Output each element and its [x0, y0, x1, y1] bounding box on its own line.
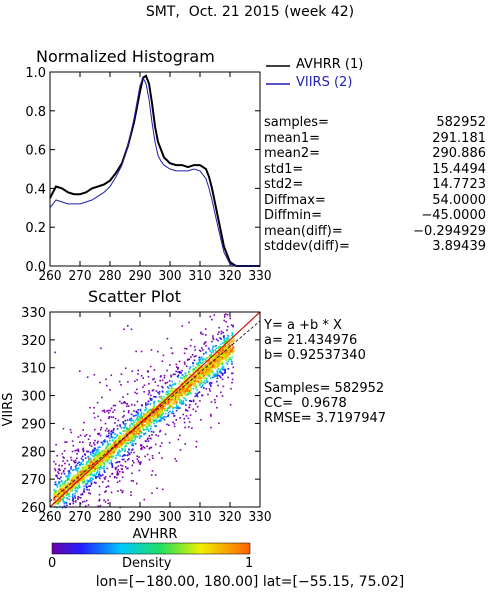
scatter-y-tick-label: 320	[21, 334, 46, 349]
scatter-x-tick-label: 330	[249, 510, 272, 525]
fit-b: b= 0.92537340	[264, 348, 366, 363]
scatter-x-tick-label: 320	[219, 510, 242, 525]
scatter-y-tick-label: 270	[21, 473, 46, 488]
stats-value: 291.181	[432, 130, 486, 146]
stats-value: −45.0000	[421, 208, 486, 223]
scatter-y-axis-label: VIIRS	[1, 393, 16, 427]
scatter-x-tick-label: 300	[159, 510, 182, 525]
histogram-x-tick-label: 260	[39, 269, 62, 284]
legend-avhrr-label: AVHRR (1)	[296, 57, 364, 72]
histogram-y-tick-label: 0.4	[25, 182, 46, 197]
stats-value: 582952	[436, 115, 486, 130]
legend-viirs-label: VIIRS (2)	[296, 75, 353, 90]
scatter-y-tick-label: 280	[21, 445, 46, 460]
scatter-x-axis-label: AVHRR	[133, 527, 178, 542]
histogram-x-tick-label: 330	[249, 269, 272, 284]
scatter-x-tick-label: 290	[129, 510, 152, 525]
stats-value: −0.294929	[413, 223, 486, 239]
identity-line	[49, 311, 261, 508]
stats-row: std1= 15.4494	[264, 162, 486, 177]
scatter-x-tick-label: 270	[69, 510, 92, 525]
stats-label: stddev(diff)=	[264, 239, 350, 254]
colorbar-max-label: 1	[245, 556, 254, 571]
stats-label: mean1=	[264, 130, 321, 146]
stats-label: mean2=	[264, 146, 321, 161]
stats-row: std2= 14.7723	[264, 177, 486, 192]
page-title: SMT, Oct. 21 2015 (week 42)	[145, 4, 355, 20]
histogram-y-tick-label: 0.6	[25, 144, 46, 159]
histogram-x-tick-label: 290	[129, 269, 152, 284]
histogram-x-tick-label: 270	[69, 269, 92, 284]
stats-label: std1=	[264, 161, 304, 177]
histogram-series-avhrr	[49, 74, 260, 267]
stats-value: 3.89439	[432, 239, 486, 254]
scatter-y-tick-label: 300	[21, 390, 46, 405]
stats-label: Diffmin=	[264, 208, 322, 223]
colorbar-title: Density	[122, 556, 172, 571]
scatter-y-tick-label: 310	[21, 362, 46, 377]
scatter-x-tick-label: 280	[99, 510, 122, 525]
scatter-y-tick-label: 260	[21, 501, 46, 516]
stats-label: mean(diff)=	[264, 223, 343, 239]
regression-line	[49, 320, 261, 502]
scatter-x-tick-label: 310	[189, 510, 212, 525]
stats-value: 54.0000	[432, 192, 486, 208]
fit-a: a= 21.434976	[264, 333, 358, 348]
stats-label: samples=	[264, 115, 329, 130]
stats-row: mean1= 291.181	[264, 131, 486, 146]
histogram-y-tick-label: 0.2	[25, 221, 46, 236]
histogram-y-tick-label: 0.8	[25, 105, 46, 120]
scatter-y-tick-label: 330	[21, 306, 46, 321]
stats-row: Diffmin= −45.0000	[264, 208, 486, 223]
stats-value: 290.886	[432, 146, 486, 161]
fit-rmse: RMSE= 3.7197947	[264, 411, 387, 426]
stats-row: mean(diff)= −0.294929	[264, 224, 486, 239]
histogram-x-tick-label: 320	[219, 269, 242, 284]
colorbar-min-label: 0	[48, 556, 57, 571]
scatter-x-tick-label: 260	[39, 510, 62, 525]
histogram-x-tick-label: 280	[99, 269, 122, 284]
stats-value: 14.7723	[432, 177, 486, 192]
stats-row: samples= 582952	[264, 115, 486, 130]
stats-label: std2=	[264, 177, 304, 192]
region-footer: lon=[−180.00, 180.00] lat=[−55.15, 75.02…	[95, 574, 405, 590]
fit-samples: Samples= 582952	[264, 381, 385, 396]
stats-label: Diffmax=	[264, 192, 326, 208]
scatter-y-tick-label: 290	[21, 417, 46, 432]
stats-row: mean2= 290.886	[264, 146, 486, 161]
histogram-axes-frame	[49, 71, 261, 267]
fit-equation: Y= a +b * X	[264, 318, 342, 333]
stats-row: stddev(diff)= 3.89439	[264, 239, 486, 254]
histogram-x-tick-label: 310	[189, 269, 212, 284]
scatter-title: Scatter Plot	[88, 287, 181, 306]
scatter-axes-frame	[49, 311, 261, 508]
histogram-y-tick-label: 1.0	[25, 66, 46, 81]
histogram-x-tick-label: 300	[159, 269, 182, 284]
histogram-title: Normalized Histogram	[36, 47, 215, 66]
stats-value: 15.4494	[432, 161, 486, 177]
histogram-series-viirs	[49, 76, 260, 267]
density-colorbar	[51, 542, 251, 555]
stats-row: Diffmax= 54.0000	[264, 193, 486, 208]
fit-cc: CC= 0.9678	[264, 396, 347, 411]
histogram-y-tick-label: 0.0	[25, 260, 46, 275]
